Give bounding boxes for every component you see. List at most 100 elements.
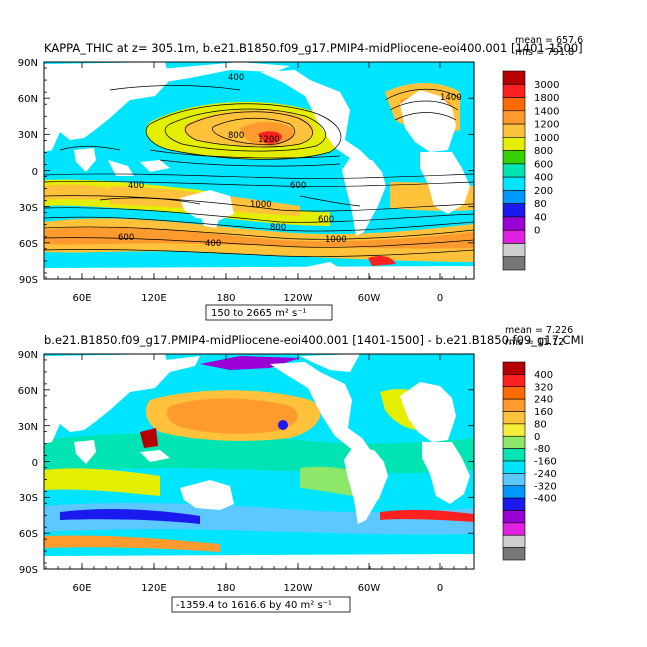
contour-label: 600 [118, 233, 134, 243]
colorbar-swatch [502, 435, 526, 449]
colorbar-label: 1400 [534, 106, 559, 117]
colorbar-swatch [502, 411, 526, 425]
colorbar-swatch [502, 534, 526, 548]
top-weddell-spot [368, 256, 396, 266]
colorbar-swatch [502, 176, 526, 191]
top-axis-ticks [44, 61, 474, 280]
lon-label: 120W [284, 583, 313, 594]
colorbar-swatch [502, 163, 526, 178]
contour-label: 400 [128, 181, 144, 191]
top-range-label: 150 to 2665 m² s⁻¹ [211, 308, 307, 319]
colorbar-label: 400 [534, 173, 553, 184]
colorbar-swatch [502, 522, 526, 536]
colorbar-swatch [502, 497, 526, 511]
lon-label: 60W [358, 293, 381, 304]
top-contour-labels: 400 800 1200 400 600 1000 600 800 1000 6… [118, 73, 462, 249]
colorbar-swatch [502, 473, 526, 487]
colorbar-swatch [502, 216, 526, 231]
bottom-land [44, 354, 474, 569]
colorbar-label: 160 [534, 407, 553, 418]
contour-label: 1400 [440, 93, 462, 103]
bottom-red-patch [140, 428, 158, 448]
colorbar-swatch [502, 243, 526, 258]
colorbar-swatch [502, 137, 526, 151]
colorbar-label: -160 [534, 457, 557, 468]
top-contours [44, 85, 474, 257]
contour-label: 800 [270, 223, 286, 233]
colorbar-label: 80 [534, 419, 547, 430]
lat-label: 30S [19, 493, 38, 504]
bottom-map [44, 354, 474, 569]
colorbar-swatch [502, 460, 526, 474]
bottom-lat-labels: 90N 60N 30N 0 30S 60S 90S [18, 350, 38, 576]
bottom-arctic-purple [200, 356, 300, 370]
colorbar-swatch [502, 485, 526, 499]
colorbar-swatch [502, 203, 526, 218]
lat-label: 90N [18, 350, 38, 361]
lat-label: 30N [18, 130, 38, 141]
colorbar-label: 0 [534, 432, 540, 443]
colorbar-label: -240 [534, 469, 557, 480]
lat-label: 60N [18, 94, 38, 105]
lat-label: 30S [19, 203, 38, 214]
top-stats-mean: mean = 657.6 [515, 35, 583, 46]
contour-label: 1000 [250, 200, 272, 210]
colorbar-swatch [502, 423, 526, 437]
top-range-box [205, 304, 333, 321]
colorbar-swatch [502, 398, 526, 412]
top-lat-labels: 90N 60N 30N 0 30S 60S 90S [18, 58, 38, 286]
lat-label: 60S [19, 529, 38, 540]
colorbar-swatch [502, 547, 526, 561]
bottom-stats-mean: mean = 7.226 [505, 325, 573, 336]
colorbar-label: -400 [534, 494, 557, 505]
colorbar-label: 800 [534, 146, 553, 157]
colorbar-swatch [502, 70, 526, 85]
colorbar-swatch [502, 97, 526, 112]
lat-label: 0 [32, 458, 38, 469]
bottom-range-label: -1359.4 to 1616.6 by 40 m² s⁻¹ [176, 600, 332, 611]
bottom-range-box [171, 596, 351, 613]
contour-label: 800 [228, 131, 244, 141]
lat-label: 60N [18, 386, 38, 397]
colorbar-label: 320 [534, 382, 553, 393]
bottom-title: b.e21.B1850.f09_g17.PMIP4-midPliocene-eo… [44, 333, 584, 347]
lon-label: 180 [216, 583, 235, 594]
colorbar-label: 400 [534, 370, 553, 381]
bottom-axis-ticks [44, 353, 474, 570]
lat-label: 90N [18, 58, 38, 69]
contour-label: 400 [228, 73, 244, 83]
colorbar-swatch [502, 83, 526, 98]
contour-label: 1000 [325, 235, 347, 245]
bottom-stats-rms: rms = 11.12 [505, 337, 564, 348]
bottom-blue-spot [278, 420, 288, 430]
lon-label: 60E [72, 583, 91, 594]
lat-label: 30N [18, 422, 38, 433]
lat-label: 60S [19, 239, 38, 250]
colorbar-swatch [502, 256, 526, 271]
colorbar-swatch [502, 361, 526, 375]
colorbar-label: 40 [534, 212, 547, 223]
colorbar-swatch [502, 386, 526, 400]
bottom-acc-blue [60, 509, 200, 524]
colorbar-label: 80 [534, 199, 547, 210]
top-panel: KAPPA_THIC at z= 305.1m, b.e21.B1850.f09… [18, 35, 583, 321]
lat-label: 90S [19, 275, 38, 286]
colorbar-label: 0 [534, 226, 540, 237]
colorbar-swatch [502, 190, 526, 204]
colorbar-label: 1800 [534, 93, 559, 104]
colorbar-swatch [502, 448, 526, 462]
colorbar-label: 1200 [534, 120, 559, 131]
bottom-antarctic-band [44, 535, 220, 552]
colorbar-label: 3000 [534, 80, 559, 91]
bottom-panel: b.e21.B1850.f09_g17.PMIP4-midPliocene-eo… [18, 325, 584, 613]
lat-label: 90S [19, 565, 38, 576]
lon-label: 0 [437, 583, 443, 594]
lon-label: 120E [141, 583, 166, 594]
top-title: KAPPA_THIC at z= 305.1m, b.e21.B1850.f09… [44, 41, 583, 55]
top-north-pacific-max [258, 131, 282, 144]
colorbar-swatch [502, 510, 526, 524]
contour-label: 600 [290, 181, 306, 191]
lon-label: 60E [72, 293, 91, 304]
